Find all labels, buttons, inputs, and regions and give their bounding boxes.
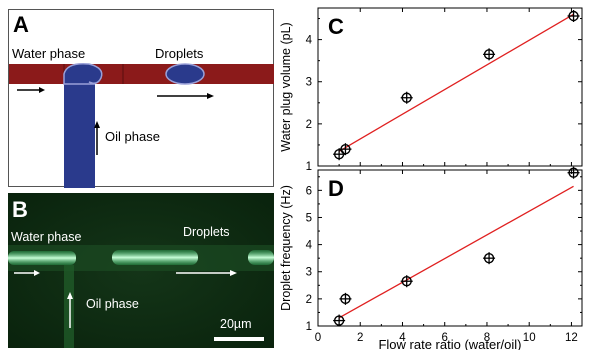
data-point — [339, 292, 352, 305]
panel-b-micrograph: B Water phase Droplets Oil phase 20µm — [8, 193, 274, 348]
droplet-streak-2 — [248, 250, 274, 265]
fit-line — [338, 13, 574, 152]
y-axis-label: Droplet frequency (Hz) — [279, 185, 293, 311]
data-point — [400, 91, 413, 104]
y-tick-label: 1 — [306, 161, 312, 173]
panel-label: C — [328, 14, 344, 39]
panel-b-label: B — [12, 197, 28, 222]
y-tick-label: 5 — [306, 212, 312, 224]
data-point — [333, 148, 346, 161]
y-tick-label: 2 — [306, 119, 312, 131]
micrograph-image — [8, 193, 274, 348]
x-tick-label: 8 — [484, 332, 490, 344]
data-point — [400, 275, 413, 288]
x-tick-label: 0 — [315, 332, 321, 344]
scale-bar — [214, 337, 264, 341]
y-tick-label: 6 — [306, 185, 312, 197]
water-stream-streak — [8, 251, 76, 265]
plot-frame — [317, 7, 583, 167]
x-axis-label: Flow rate ratio (water/oil) — [378, 337, 521, 350]
x-tick-label: 10 — [523, 332, 536, 344]
chart-c: 1 2 3 4 Water plug volume (pL) C — [279, 7, 583, 173]
droplets-label-b: Droplets — [183, 225, 230, 239]
y-tick-label: 3 — [306, 77, 312, 89]
water-phase-label-b: Water phase — [11, 230, 82, 244]
panel-a-schematic: A Water phase Droplets Oil phase — [8, 9, 274, 188]
y-axis-label: Water plug volume (pL) — [279, 22, 293, 151]
oil-phase-label-b: Oil phase — [86, 297, 139, 311]
oil-phase-label-a: Oil phase — [105, 129, 160, 144]
water-phase-label-a: Water phase — [12, 46, 86, 61]
panel-label: D — [328, 176, 344, 201]
t-junction-schematic — [9, 62, 274, 188]
x-tick-label: 12 — [565, 332, 578, 344]
y-tick-label: 2 — [306, 294, 312, 306]
forming-plug — [63, 62, 103, 85]
droplet-streak — [112, 250, 198, 265]
data-point — [567, 10, 580, 23]
data-point — [567, 166, 580, 179]
droplets-label-a: Droplets — [155, 46, 204, 61]
droplet-shape — [165, 63, 205, 85]
x-tick-label: 4 — [399, 332, 406, 344]
panel-a-label: A — [13, 12, 29, 37]
fit-line — [338, 185, 574, 319]
data-point — [483, 48, 496, 61]
y-tick-label: 4 — [306, 35, 313, 47]
y-tick-label: 4 — [306, 240, 313, 252]
x-tick-label: 6 — [442, 332, 448, 344]
oil-channel — [64, 80, 95, 188]
x-tick-label: 2 — [357, 332, 363, 344]
scale-bar-label: 20µm — [220, 317, 252, 331]
data-point — [339, 143, 352, 156]
data-point — [333, 314, 346, 327]
plot-frame — [317, 169, 583, 327]
y-tick-label: 1 — [306, 321, 312, 333]
y-tick-label: 3 — [306, 267, 312, 279]
data-point — [483, 252, 496, 265]
